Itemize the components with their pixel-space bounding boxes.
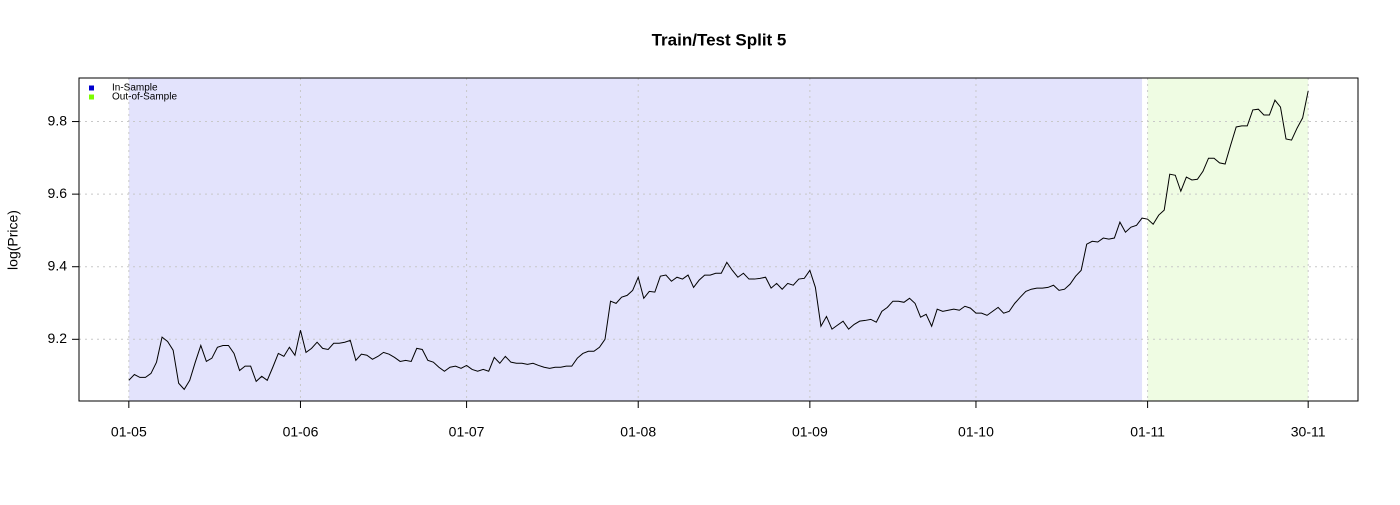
y-tick-label: 9.4 <box>48 257 68 273</box>
x-tick-label: 30-11 <box>1291 424 1326 440</box>
x-tick-label: 01-06 <box>283 424 319 440</box>
region <box>1147 78 1309 401</box>
legend-marker <box>89 85 94 91</box>
price-line <box>128 90 1309 391</box>
x-tick-label: 01-09 <box>792 424 828 440</box>
y-tick-label: 9.8 <box>48 112 68 128</box>
y-axis-label: log(Price) <box>5 210 21 270</box>
legend-label: In-Sample <box>112 83 158 94</box>
x-tick-label: 01-08 <box>620 424 656 440</box>
chart-title: Train/Test Split 5 <box>652 30 787 49</box>
legend-marker <box>89 94 94 100</box>
x-tick-label: 01-05 <box>111 424 147 440</box>
y-tick-label: 9.2 <box>48 330 68 346</box>
x-tick-label: 01-11 <box>1130 424 1165 440</box>
legend-label: Out-of-Sample <box>112 92 177 103</box>
plot-frame <box>78 77 1359 402</box>
y-tick-label: 9.6 <box>48 185 68 201</box>
x-tick-label: 01-07 <box>449 424 485 440</box>
x-tick-label: 01-10 <box>958 424 994 440</box>
region <box>128 78 1143 401</box>
